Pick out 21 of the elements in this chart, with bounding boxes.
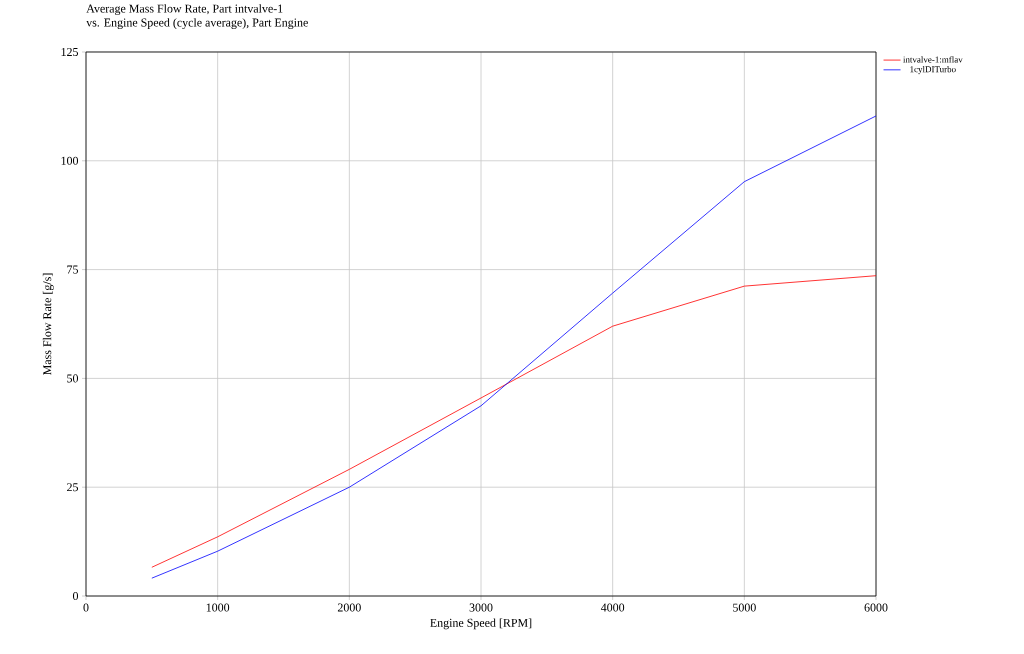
x-tick-label: 0: [83, 603, 89, 612]
x-tick-label: 3000: [469, 603, 493, 612]
y-tick-label: 25: [67, 483, 79, 492]
y-tick-label: 50: [67, 374, 79, 383]
x-axis-title: Engine Speed [RPM]: [430, 618, 532, 630]
legend-label: 1cylDITurbo: [910, 65, 956, 75]
y-axis-title: Mass Flow Rate [g/s]: [42, 273, 54, 375]
line-series: [151, 275, 876, 568]
x-tick-label: 5000: [733, 603, 756, 612]
chart-title: Average Mass Flow Rate, Part intvalve-1: [86, 4, 283, 16]
y-tick-label: 100: [61, 156, 79, 165]
line-series: [151, 115, 876, 579]
x-tick-label: 4000: [600, 603, 625, 612]
x-tick-label: 6000: [864, 603, 888, 612]
x-tick-label: 2000: [337, 603, 361, 612]
legend-label: intvalve-1:mflav: [903, 56, 963, 63]
y-tick-label: 0: [72, 591, 79, 601]
x-tick-label: 1000: [206, 603, 230, 612]
y-tick-label: 125: [61, 47, 79, 56]
y-tick-label: 75: [67, 265, 79, 274]
chart-subtitle: vs. Engine Speed (cycle average), Part Engine: [86, 18, 308, 30]
